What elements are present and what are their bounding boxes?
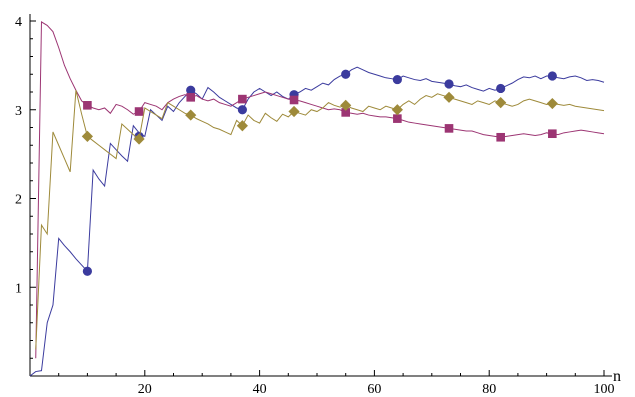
x-tick-label: 40: [253, 382, 267, 397]
diamond-marker: [443, 91, 455, 103]
circle-marker: [444, 79, 454, 89]
square-marker: [134, 107, 144, 116]
diamond-marker: [495, 97, 507, 109]
x-tick-label: 80: [482, 382, 496, 397]
series-circle: [29, 66, 605, 377]
diamond-marker: [288, 105, 300, 118]
square-marker: [393, 114, 402, 123]
series-layer: [29, 21, 605, 377]
series-line: [35, 21, 605, 359]
diamond-marker: [81, 130, 93, 142]
series-line: [35, 90, 605, 350]
y-tick-label: 3: [15, 104, 22, 119]
square-marker: [83, 101, 92, 110]
diamond-marker: [236, 120, 248, 132]
diamond-marker: [185, 109, 197, 121]
square-marker: [186, 93, 196, 102]
square-marker: [548, 129, 557, 139]
diamond-marker: [340, 99, 352, 111]
x-tick-label: 60: [367, 382, 381, 397]
circle-marker: [341, 69, 351, 79]
series-line: [29, 66, 605, 377]
series-diamond: [35, 90, 605, 350]
x-tick-label: 20: [138, 382, 152, 397]
diamond-marker: [133, 133, 145, 145]
square-marker: [444, 124, 454, 133]
circle-marker: [496, 83, 506, 94]
circle-marker: [186, 85, 196, 95]
y-tick-label: 1: [15, 281, 22, 296]
circle-marker: [547, 71, 557, 81]
diamond-marker: [546, 97, 558, 110]
square-marker: [496, 132, 505, 142]
square-marker: [289, 95, 299, 105]
square-marker: [238, 94, 247, 104]
circle-marker: [237, 105, 247, 115]
x-tick-label: 100: [594, 382, 615, 397]
x-axis-label: n: [613, 368, 621, 385]
y-tick-label: 2: [15, 193, 22, 208]
square-marker: [341, 108, 350, 117]
series-square: [35, 21, 605, 359]
diamond-marker: [391, 104, 403, 116]
axes: 20 40 60 80 100 1 2 3 4: [15, 14, 615, 397]
circle-marker: [392, 74, 402, 85]
y-tick-label: 4: [15, 15, 22, 30]
circle-marker: [82, 266, 92, 276]
